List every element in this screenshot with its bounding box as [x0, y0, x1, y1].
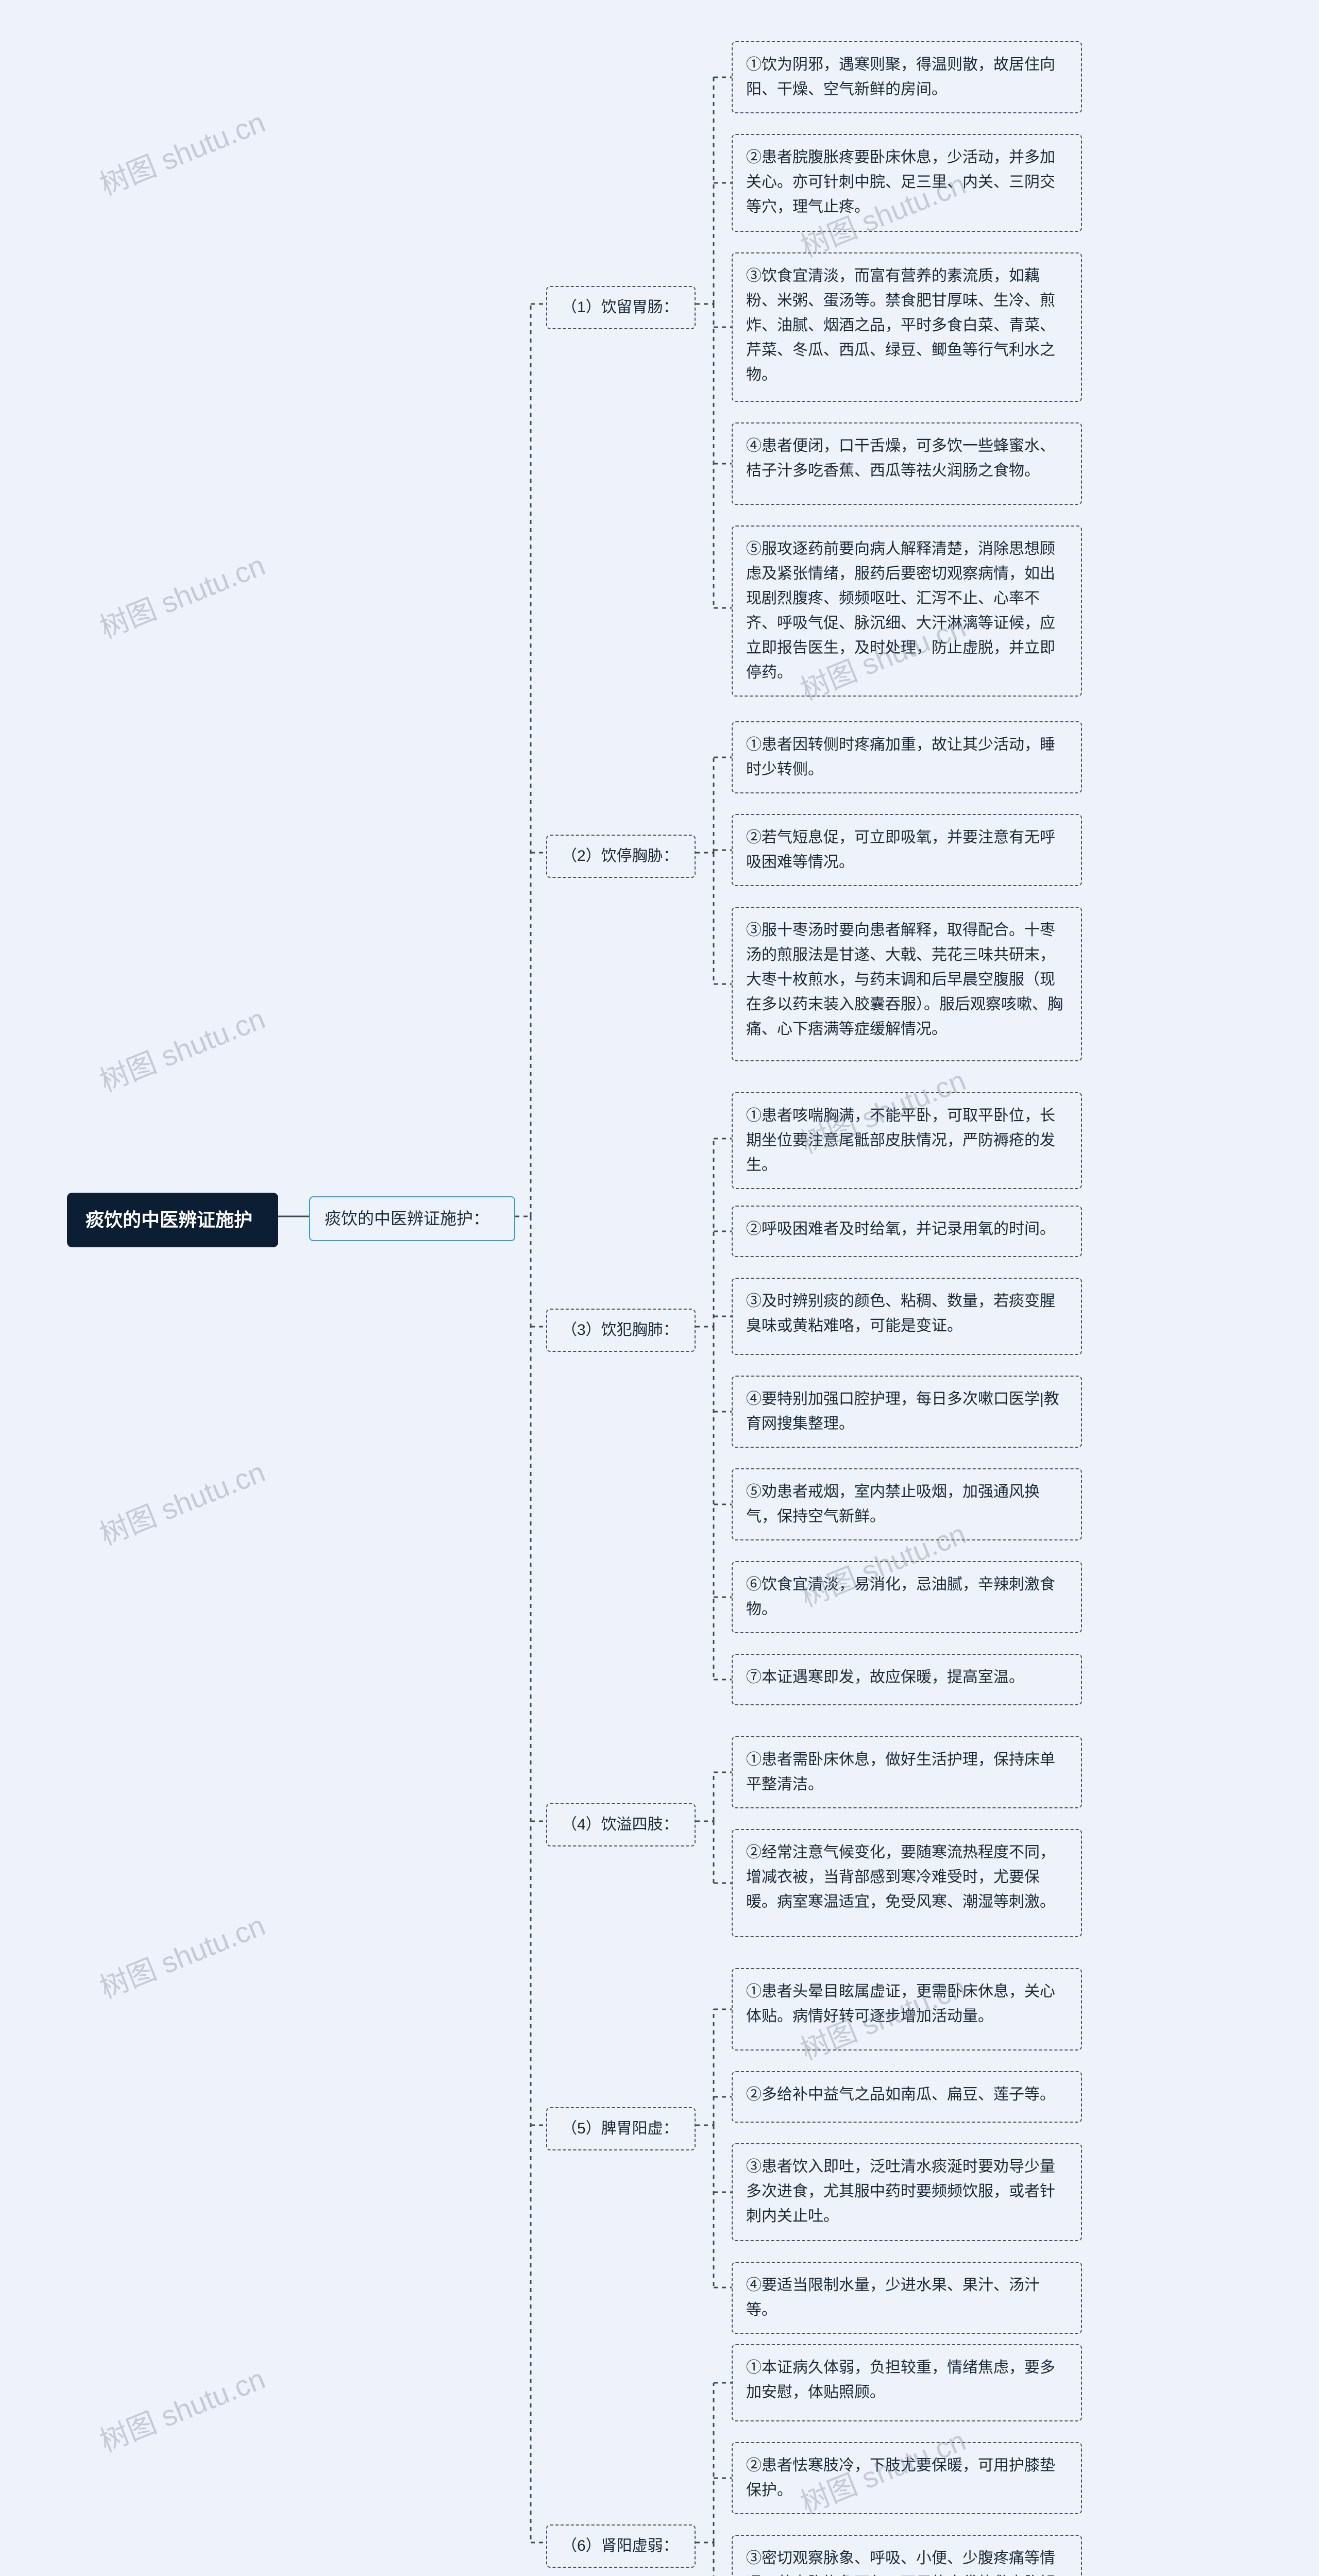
leaf-node: ⑦本证遇寒即发，故应保暖，提高室温。 — [732, 1654, 1082, 1705]
leaf-node: ④要特别加强口腔护理，每日多次嗽口医学|教育网搜集整理。 — [732, 1376, 1082, 1448]
leaf-node: ⑤服攻逐药前要向病人解释清楚，消除思想顾虑及紧张情绪，服药后要密切观察病情，如出… — [732, 526, 1082, 697]
leaf-node: ①本证病久体弱，负担较重，情绪焦虑，要多加安慰，体贴照顾。 — [732, 2344, 1082, 2421]
leaf-node: ⑤劝患者戒烟，室内禁止吸烟，加强通风换气，保持空气新鲜。 — [732, 1468, 1082, 1540]
leaf-node: ③患者饮入即吐，泛吐清水痰涎时要劝导少量多次进食，尤其服中药时要频频饮服，或者针… — [732, 2143, 1082, 2241]
leaf-node: ②患者脘腹胀疼要卧床休息，少活动，并多加关心。亦可针刺中脘、足三里、内关、三阴交… — [732, 134, 1082, 232]
leaf-node: ①患者需卧床休息，做好生活护理，保持床单平整清洁。 — [732, 1736, 1082, 1808]
section-node: （3）饮犯胸肺： — [546, 1309, 696, 1352]
section-node: （4）饮溢四肢： — [546, 1803, 696, 1846]
leaf-node: ③服十枣汤时要向患者解释，取得配合。十枣汤的煎服法是甘遂、大戟、芫花三味共研末，… — [732, 907, 1082, 1061]
leaf-node: ③及时辨别痰的颜色、粘稠、数量，若痰变腥臭味或黄粘难咯，可能是变证。 — [732, 1278, 1082, 1355]
leaf-node: ①患者咳喘胸满，不能平卧，可取平卧位，长期坐位要注意尾骶部皮肤情况，严防褥疮的发… — [732, 1092, 1082, 1189]
leaf-node: ②经常注意气候变化，要随寒流热程度不同，增减衣被，当背部感到寒冷难受时，尤要保暖… — [732, 1829, 1082, 1937]
leaf-node: ④患者便闭，口干舌燥，可多饮一些蜂蜜水、桔子汁多吃香蕉、西瓜等祛火润肠之食物。 — [732, 422, 1082, 505]
leaf-node: ④要适当限制水量，少进水果、果汁、汤汁等。 — [732, 2262, 1082, 2334]
section-node: （2）饮停胸胁： — [546, 835, 696, 878]
leaf-node: ②患者怯寒肢冷，下肢尤要保暖，可用护膝垫保护。 — [732, 2442, 1082, 2514]
leaf-node: ③密切观察脉象、呼吸、小便、少腹疼痛等情况，若少腹拘急不仁，可用热水袋热敷少腹解… — [732, 2535, 1082, 2576]
leaf-node: ①患者因转侧时疼痛加重，故让其少活动，睡时少转侧。 — [732, 721, 1082, 793]
leaf-node: ②若气短息促，可立即吸氧，并要注意有无呼吸困难等情况。 — [732, 814, 1082, 886]
leaf-node: ③饮食宜清淡，而富有营养的素流质，如藕粉、米粥、蛋汤等。禁食肥甘厚味、生冷、煎炸… — [732, 252, 1082, 402]
leaf-node: ⑥饮食宜清淡，易消化，忌油腻，辛辣刺激食物。 — [732, 1561, 1082, 1633]
leaf-node: ②多给补中益气之品如南瓜、扁豆、莲子等。 — [732, 2071, 1082, 2123]
level1-node: 痰饮的中医辨证施护： — [309, 1196, 515, 1241]
mindmap-page: 树图思维导图提供技术支持 痰饮的中医辨证施护痰饮的中医辨证施护：（1）饮留胃肠：… — [0, 0, 1319, 2576]
root-node: 痰饮的中医辨证施护 — [67, 1193, 278, 1247]
leaf-node: ②呼吸困难者及时给氧，并记录用氧的时间。 — [732, 1206, 1082, 1257]
leaf-node: ①饮为阴邪，遇寒则聚，得温则散，故居住向阳、干燥、空气新鲜的房间。 — [732, 41, 1082, 113]
connector-layer — [0, 0, 1319, 2576]
section-node: （5）脾胃阳虚： — [546, 2107, 696, 2150]
section-node: （1）饮留胃肠： — [546, 286, 696, 329]
leaf-node: ①患者头晕目眩属虚证，更需卧床休息，关心体贴。病情好转可逐步增加活动量。 — [732, 1968, 1082, 2050]
section-node: （6）肾阳虚弱： — [546, 2524, 696, 2568]
